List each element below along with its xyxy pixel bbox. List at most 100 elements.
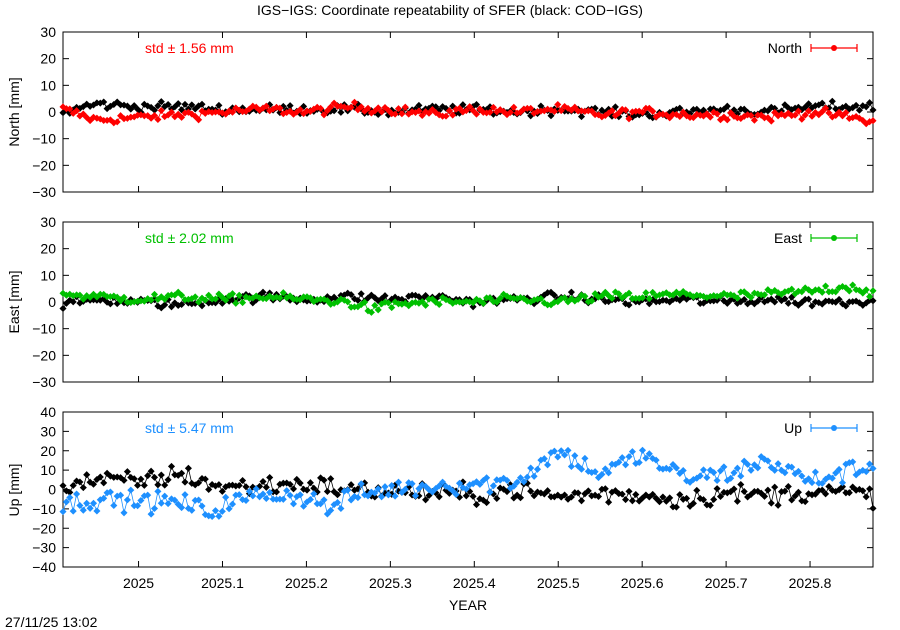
- y-tick-label: 10: [40, 462, 56, 478]
- data-point: [293, 475, 301, 483]
- data-point: [364, 492, 372, 500]
- data-point: [622, 106, 630, 114]
- data-point: [723, 102, 731, 110]
- up-legend-label: Up: [784, 420, 802, 436]
- data-point: [638, 294, 647, 302]
- data-point: [93, 507, 101, 515]
- data-point: [73, 490, 81, 498]
- data-point: [791, 111, 799, 119]
- data-point: [845, 489, 853, 497]
- data-point: [347, 103, 355, 111]
- data-point: [442, 112, 450, 120]
- data-point: [533, 465, 542, 473]
- data-point: [435, 300, 443, 309]
- data-point: [818, 479, 826, 487]
- data-point: [798, 288, 806, 296]
- data-point: [716, 467, 725, 475]
- data-point: [530, 492, 538, 500]
- data-point: [828, 474, 836, 482]
- data-point: [496, 294, 504, 302]
- data-point: [259, 490, 267, 498]
- data-point: [178, 300, 186, 309]
- data-point: [201, 296, 209, 304]
- data-point: [296, 491, 304, 499]
- north-legend-key: [810, 44, 858, 52]
- data-point: [394, 478, 403, 486]
- data-point: [117, 491, 125, 499]
- data-point: [723, 116, 731, 124]
- data-point: [567, 462, 575, 471]
- data-point: [618, 454, 626, 462]
- data-point: [605, 498, 613, 506]
- data-point: [493, 494, 501, 503]
- data-point: [642, 454, 650, 462]
- data-point: [262, 102, 270, 110]
- data-point: [655, 498, 664, 506]
- up-y-axis: 40 30 20 10 0 −10 −20 −30 −40: [32, 404, 873, 575]
- y-tick-label: 30: [40, 423, 56, 439]
- data-point: [455, 479, 464, 487]
- data-point: [608, 107, 616, 115]
- data-point: [591, 468, 599, 476]
- data-point: [747, 293, 755, 301]
- data-point: [730, 485, 738, 493]
- data-point: [564, 446, 572, 454]
- data-point: [649, 490, 657, 498]
- data-point: [513, 478, 521, 486]
- data-point: [286, 491, 294, 499]
- data-point: [581, 292, 589, 300]
- data-point: [235, 481, 243, 490]
- data-point: [625, 115, 633, 123]
- data-point: [554, 100, 562, 109]
- data-point: [798, 472, 806, 480]
- y-tick-label: −30: [32, 184, 56, 200]
- east-reference-series: [59, 288, 877, 313]
- data-point: [188, 101, 196, 109]
- north-std-label: std ± 1.56 mm: [145, 40, 234, 56]
- data-point: [849, 458, 857, 466]
- data-point: [781, 487, 789, 495]
- data-point: [801, 111, 809, 119]
- data-point: [598, 470, 606, 478]
- data-point: [361, 298, 369, 306]
- data-point: [242, 483, 250, 491]
- data-point: [279, 495, 287, 503]
- data-point: [422, 301, 430, 309]
- data-point: [205, 291, 213, 299]
- data-point: [666, 494, 674, 502]
- up-reference-series: [59, 462, 877, 512]
- data-point: [327, 103, 335, 111]
- data-point: [503, 476, 511, 484]
- data-point: [510, 482, 518, 490]
- data-point: [232, 299, 240, 307]
- data-point: [818, 99, 826, 107]
- data-point: [262, 494, 270, 503]
- data-point: [306, 294, 314, 302]
- data-point: [86, 504, 94, 512]
- data-point: [618, 490, 626, 498]
- data-point: [330, 107, 338, 115]
- data-point: [239, 476, 247, 485]
- data-point: [672, 464, 680, 472]
- data-point: [123, 468, 131, 476]
- data-point: [100, 479, 108, 487]
- legend-marker: [831, 45, 837, 51]
- data-point: [449, 111, 457, 119]
- data-point: [157, 471, 165, 479]
- east-legend-label: East: [774, 230, 802, 246]
- data-point: [862, 286, 870, 294]
- data-point: [198, 302, 206, 310]
- data-point: [283, 487, 291, 495]
- data-point: [425, 109, 433, 117]
- data-point: [788, 463, 796, 471]
- data-point: [771, 104, 779, 112]
- data-point: [100, 494, 108, 502]
- east-std-label: std ± 2.02 mm: [145, 230, 234, 246]
- data-point: [205, 485, 213, 494]
- data-point: [130, 475, 138, 483]
- north-series: [59, 98, 877, 128]
- data-point: [845, 287, 853, 295]
- data-point: [150, 290, 159, 298]
- data-point: [320, 476, 328, 484]
- data-point: [120, 293, 128, 301]
